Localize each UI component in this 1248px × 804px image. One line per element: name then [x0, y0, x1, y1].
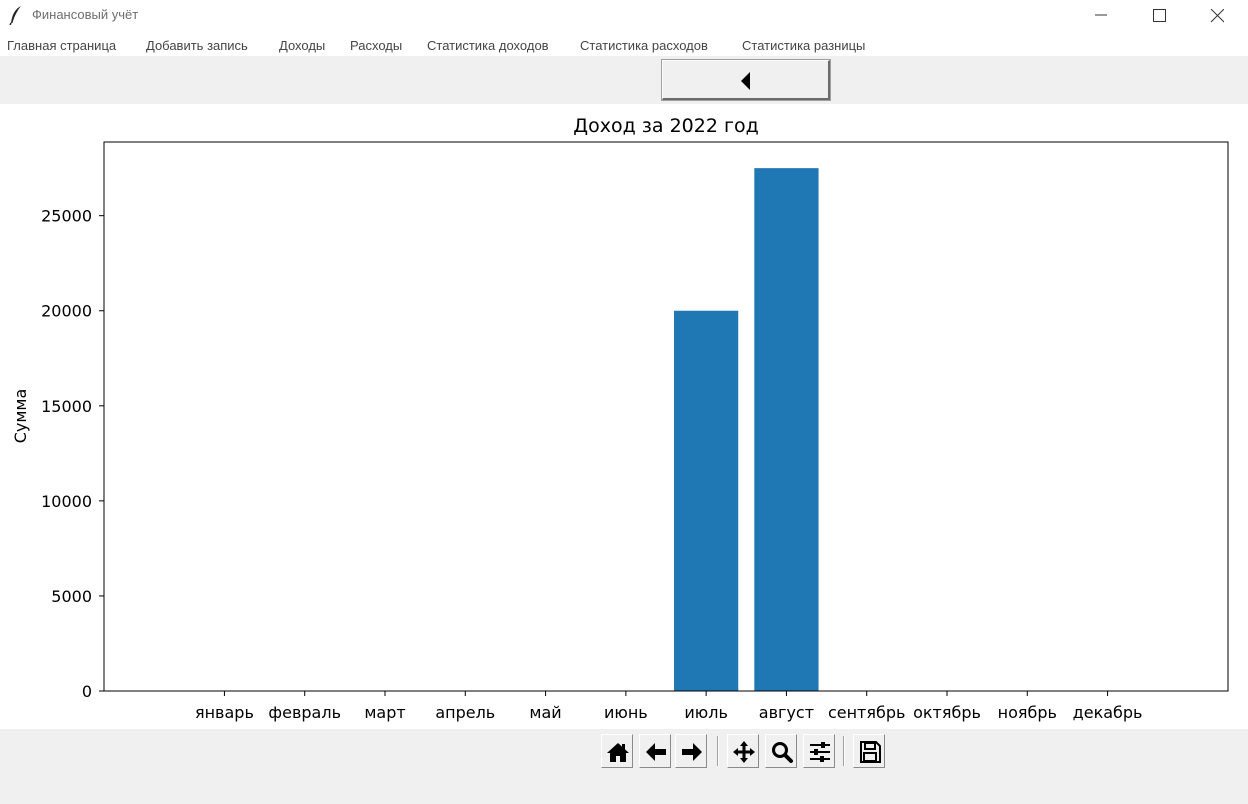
back-button[interactable] — [661, 59, 831, 101]
maximize-button[interactable] — [1131, 0, 1187, 32]
forward-arrow-icon — [682, 743, 702, 761]
top-panel — [0, 56, 1248, 104]
close-icon — [1210, 9, 1224, 23]
home-button[interactable] — [601, 734, 633, 768]
y-tick-label: 5000 — [51, 587, 92, 606]
feather-icon — [8, 5, 24, 26]
y-axis-label: Сумма — [11, 389, 30, 444]
x-tick-label: июль — [684, 703, 728, 722]
x-tick-label: февраль — [268, 703, 341, 722]
save-button[interactable] — [853, 734, 885, 768]
window-title: Финансовый учёт — [32, 7, 139, 22]
x-tick-label: октябрь — [913, 703, 981, 722]
back-view-button[interactable] — [639, 734, 671, 768]
menu-item-difference-stats[interactable]: Статистика разницы — [742, 38, 866, 53]
minimize-icon — [1095, 14, 1107, 16]
maximize-icon — [1153, 9, 1166, 22]
menu-bar: Главная страница Добавить запись Доходы … — [0, 32, 1248, 56]
plot-frame — [103, 141, 1229, 692]
title-bar: Финансовый учёт — [0, 0, 1248, 32]
menu-item-income-stats[interactable]: Статистика доходов — [427, 38, 549, 53]
bars — [674, 168, 819, 692]
back-arrow-icon — [646, 743, 666, 761]
minimize-button[interactable] — [1073, 0, 1129, 32]
menu-item-expense-stats[interactable]: Статистика расходов — [580, 38, 708, 53]
y-tick-label: 25000 — [41, 207, 92, 226]
pan-button[interactable] — [727, 734, 759, 768]
y-tick-label: 0 — [82, 682, 92, 701]
home-icon — [607, 743, 629, 762]
forward-view-button[interactable] — [675, 734, 707, 768]
bar-6 — [674, 310, 739, 691]
x-tick-label: март — [364, 703, 405, 722]
x-tick-label: апрель — [435, 703, 495, 722]
zoom-icon — [772, 742, 793, 763]
toolbar-separator — [717, 736, 719, 766]
zoom-button[interactable] — [765, 734, 797, 768]
x-tick-label: ноябрь — [998, 703, 1057, 722]
y-tick-label: 20000 — [41, 302, 92, 321]
chart-figure: январь февраль март апрель май июнь июль август… — [0, 104, 1248, 729]
configure-subplots-button[interactable] — [803, 734, 835, 768]
x-tick-label: декабрь — [1073, 703, 1143, 722]
toolbar-separator — [843, 736, 845, 766]
menu-item-expenses[interactable]: Расходы — [350, 38, 403, 53]
x-tick-label: сентябрь — [828, 703, 906, 722]
menu-item-income[interactable]: Доходы — [279, 38, 326, 53]
configure-subplots-icon — [810, 742, 830, 762]
triangle-left-icon — [741, 72, 750, 90]
pan-icon — [733, 741, 755, 763]
y-tick-label: 10000 — [41, 492, 92, 511]
x-tick-label: август — [759, 703, 814, 722]
close-button[interactable] — [1189, 0, 1245, 32]
menu-item-add-record[interactable]: Добавить запись — [146, 38, 248, 53]
chart-title: Доход за 2022 год — [573, 115, 758, 137]
bar-7 — [754, 168, 819, 692]
x-tick-label: май — [529, 703, 561, 722]
save-icon — [860, 741, 881, 763]
income-bar-chart: январь февраль март апрель май июнь июль август… — [11, 115, 1229, 722]
x-tick-label: июнь — [604, 703, 648, 722]
axis-ticks: январь февраль март апрель май июнь июль август… — [41, 207, 1142, 722]
menu-item-home[interactable]: Главная страница — [7, 38, 117, 53]
y-tick-label: 15000 — [41, 397, 92, 416]
x-tick-label: январь — [195, 703, 254, 722]
